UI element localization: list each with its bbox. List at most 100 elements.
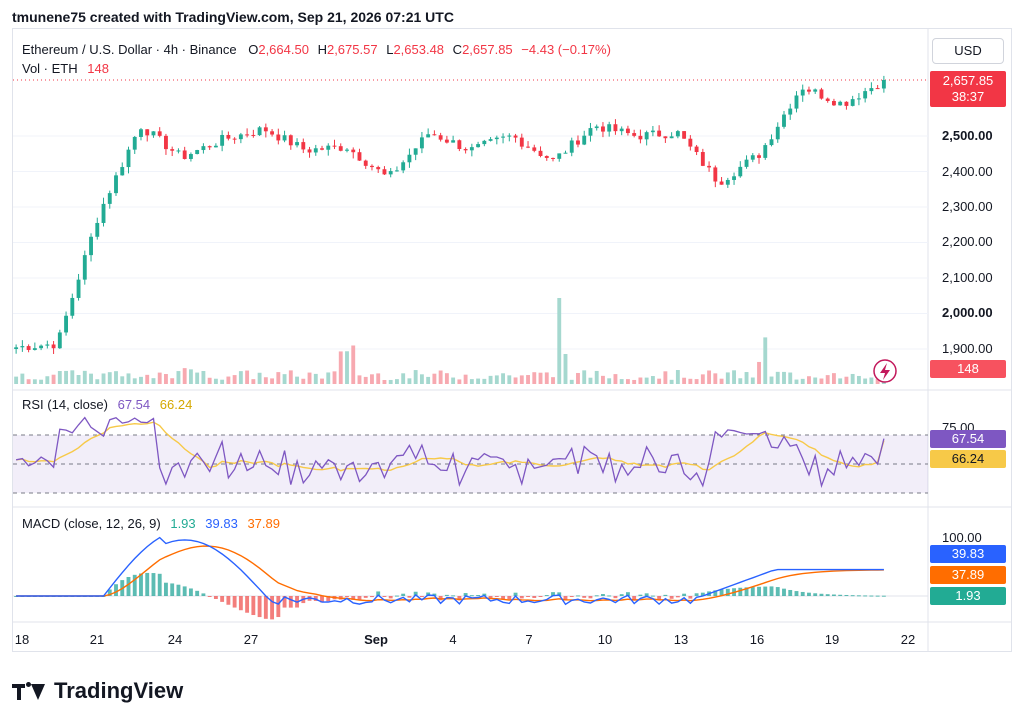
candle-body [251, 134, 256, 136]
volume-bar [856, 375, 861, 384]
symbol-name[interactable]: Ethereum / U.S. Dollar · 4h · Binance [22, 42, 237, 57]
macd-legend[interactable]: MACD (close, 12, 26, 9) 1.93 39.83 37.89 [22, 516, 280, 531]
volume-bar [526, 375, 530, 384]
volume-bar [451, 377, 456, 384]
macd-histogram-bar [232, 596, 237, 608]
macd-axis-tick: 100.00 [942, 530, 982, 545]
macd-histogram-bar [650, 595, 655, 597]
volume-bar [301, 378, 306, 384]
volume-bar [51, 374, 56, 384]
volume-bar [457, 379, 462, 384]
candle-body [463, 149, 468, 151]
volume-bar [76, 375, 81, 384]
volume-legend[interactable]: Vol · ETH 148 [22, 61, 109, 76]
macd-label: MACD (close, 12, 26, 9) [22, 516, 161, 531]
macd-histogram-bar [370, 596, 374, 598]
volume-bar [120, 376, 125, 384]
candle-body [644, 132, 649, 140]
volume-bar [195, 372, 200, 384]
macd-histogram-bar [613, 596, 618, 599]
volume-bar [619, 379, 624, 384]
volume-bar [588, 377, 593, 384]
currency-button[interactable]: USD [932, 38, 1004, 64]
candle-body [707, 165, 712, 168]
candle-body [232, 138, 237, 140]
volume-bar [438, 370, 443, 384]
macd-histogram-bar [788, 589, 793, 596]
volume-bar [20, 373, 25, 384]
candle-body [139, 129, 143, 137]
volume-value: 148 [87, 61, 109, 76]
candle-body [14, 347, 19, 349]
last-price-tag: 2,657.85 38:37 [930, 71, 1006, 107]
macd-histogram-bar [326, 596, 331, 602]
candle-body [32, 348, 37, 350]
volume-bar [263, 377, 268, 384]
candle-body [107, 193, 112, 204]
candle-body [694, 146, 699, 153]
macd-histogram-bar [270, 596, 275, 620]
candle-body [89, 236, 93, 256]
volume-bar [875, 378, 880, 384]
candle-body [725, 179, 730, 185]
macd-histogram-bar [769, 586, 774, 596]
volume-bar [170, 378, 175, 384]
macd-histogram-bar [682, 593, 687, 596]
volume-bar [744, 372, 749, 384]
volume-bar [444, 373, 449, 384]
candle-body [176, 150, 181, 152]
volume-bar [70, 370, 75, 384]
volume-bar [326, 372, 331, 384]
macd-histogram-bar [700, 592, 705, 596]
macd-histogram-bar [388, 596, 393, 599]
volume-bar [395, 379, 399, 384]
volume-bar [750, 377, 755, 384]
macd-histogram-bar [139, 573, 143, 596]
candle-body [482, 140, 487, 145]
candle-body [57, 332, 62, 349]
volume-bar [213, 378, 218, 384]
candle-body [625, 128, 630, 134]
volume-bar [494, 375, 499, 384]
rsi-legend[interactable]: RSI (14, close) 67.54 66.24 [22, 397, 192, 412]
macd-histogram-bar [488, 596, 493, 599]
candle-body [469, 147, 474, 151]
volume-bar [139, 376, 143, 384]
candle-body [657, 130, 662, 137]
volume-bar [432, 373, 437, 384]
candle-body [363, 160, 368, 166]
candle-body [763, 145, 768, 158]
candle-body [513, 135, 518, 138]
candle-body [457, 140, 462, 150]
volume-bar [532, 372, 537, 384]
rsi-ma-line [16, 421, 885, 472]
candle-body [76, 279, 81, 298]
macd-histogram-bar [195, 590, 200, 596]
candle-body [20, 346, 25, 348]
tradingview-brand[interactable]: TradingView [12, 678, 183, 704]
macd-histogram-bar [226, 596, 231, 605]
volume-bar [357, 375, 362, 384]
candle-body [813, 89, 818, 92]
macd-histogram-bar [494, 596, 499, 597]
candle-body [132, 136, 137, 150]
candle-body [663, 136, 668, 139]
time-tick: 18 [14, 632, 30, 647]
macd-line-value: 39.83 [205, 516, 238, 531]
macd-histogram-bar [775, 587, 780, 596]
candle-body [82, 255, 87, 280]
volume-bar [107, 372, 112, 384]
macd-histogram-bar [825, 594, 830, 596]
volume-bar [594, 370, 599, 384]
candle-body [432, 134, 437, 136]
macd-signal-value: 37.89 [247, 516, 280, 531]
candle-body [832, 100, 836, 106]
symbol-legend[interactable]: Ethereum / U.S. Dollar · 4h · Binance O2… [22, 42, 611, 57]
macd-histogram-bar [644, 593, 649, 596]
tradingview-logo-icon [12, 680, 46, 702]
macd-histogram-bar [457, 596, 462, 601]
volume-bar [407, 378, 412, 384]
volume-bar [276, 372, 281, 384]
volume-bar [519, 375, 524, 384]
